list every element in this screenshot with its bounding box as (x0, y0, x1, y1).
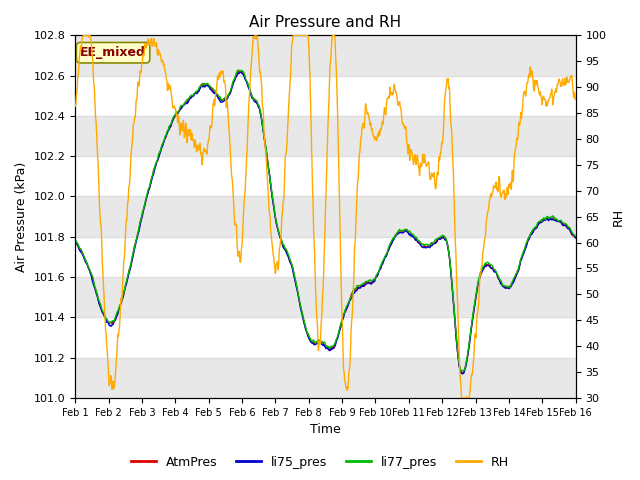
Bar (75, 277, 576, 317)
X-axis label: Time: Time (310, 423, 341, 436)
Y-axis label: Air Pressure (kPa): Air Pressure (kPa) (15, 161, 28, 272)
Text: EE_mixed: EE_mixed (80, 46, 146, 59)
Title: Air Pressure and RH: Air Pressure and RH (250, 15, 401, 30)
Bar (75, 116, 576, 156)
Bar (75, 196, 576, 237)
Legend: AtmPres, li75_pres, li77_pres, RH: AtmPres, li75_pres, li77_pres, RH (125, 451, 515, 474)
Bar (75, 36, 576, 76)
Bar (75, 358, 576, 398)
Y-axis label: RH: RH (612, 207, 625, 226)
